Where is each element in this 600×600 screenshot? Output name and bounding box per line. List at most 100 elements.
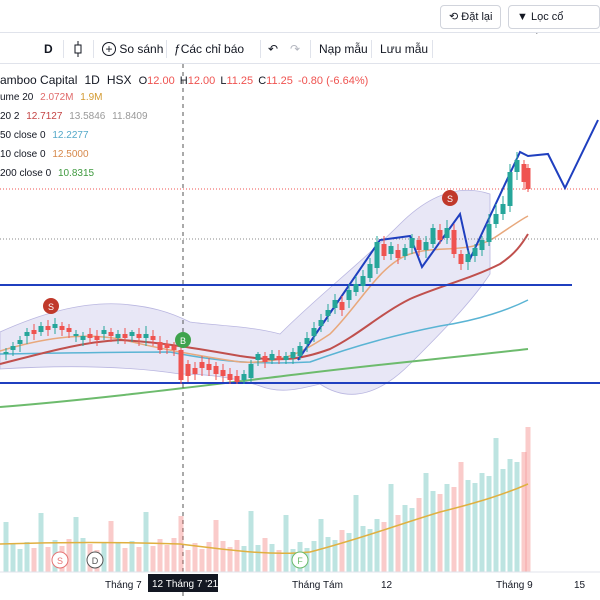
- volume-bar: [353, 495, 359, 572]
- candle-body: [185, 364, 191, 376]
- volume-bar: [45, 547, 51, 572]
- load-template-button[interactable]: Nạp mẫu: [319, 42, 368, 56]
- financials-marker[interactable]: F: [291, 551, 309, 569]
- volume-bar: [73, 517, 79, 572]
- candle-body: [486, 224, 492, 242]
- candle-body: [367, 264, 373, 278]
- candle-body: [514, 160, 520, 172]
- redo-button[interactable]: ↷: [290, 34, 300, 64]
- volume-bar: [465, 480, 471, 572]
- divider: [93, 40, 94, 58]
- candle-body: [262, 356, 268, 362]
- save-template-button[interactable]: Lưu mẫu: [380, 42, 429, 56]
- volume-bar: [31, 548, 37, 572]
- candle-body: [353, 284, 359, 292]
- compare-button[interactable]: + So sánh: [102, 34, 163, 64]
- ma20-line: [0, 233, 529, 365]
- candle-body: [451, 230, 457, 254]
- candle-body: [479, 240, 485, 250]
- volume-bar: [213, 520, 219, 572]
- ohlc-open: O12.00: [138, 75, 175, 87]
- sell-marker[interactable]: S: [43, 298, 59, 314]
- candle-body: [325, 310, 331, 316]
- candle-body: [164, 344, 170, 348]
- candle-body: [381, 244, 387, 256]
- price-chart[interactable]: S B S S D F Tháng 7 Tháng Tám 12 Tháng 9…: [0, 64, 600, 600]
- volume-bar: [227, 547, 233, 572]
- volume-bar: [402, 505, 408, 572]
- event-marker-s[interactable]: S: [51, 551, 69, 569]
- ohlc-close: C11.25: [258, 75, 293, 87]
- volume-bar: [374, 519, 380, 572]
- svg-text:F: F: [297, 556, 303, 566]
- candle-body: [157, 342, 163, 350]
- x-label-august: Tháng Tám: [292, 580, 343, 591]
- indicators-button[interactable]: ƒCác chỉ báo: [174, 34, 244, 64]
- dividend-marker[interactable]: D: [86, 551, 104, 569]
- candle-body: [87, 334, 93, 338]
- volume-bar: [192, 543, 198, 572]
- bollinger-band: [0, 189, 491, 395]
- chart-toolbar: D + So sánh ƒCác chỉ báo ↶ ↷ Nạp mẫu Lưu…: [0, 34, 600, 64]
- ohlc-high: H12.00: [179, 75, 216, 87]
- candle-body: [17, 340, 23, 344]
- candle-body: [402, 248, 408, 256]
- reset-button[interactable]: ⟲ Đặt lại: [440, 5, 502, 29]
- volume-bar: [255, 545, 261, 572]
- candle-style-icon[interactable]: [72, 34, 84, 64]
- svg-text:S: S: [57, 556, 63, 566]
- divider: [166, 40, 167, 58]
- interval-button[interactable]: D: [44, 42, 53, 56]
- indicator-row-ma200: 200 close 0 10.8315: [0, 168, 95, 179]
- volume-bar: [318, 519, 324, 572]
- candle-body: [129, 332, 135, 336]
- candle-body: [150, 336, 156, 340]
- indicator-row-ma10: 10 close 0 12.5000: [0, 149, 89, 160]
- x-label-15: 15: [574, 580, 586, 591]
- candle-body: [220, 370, 226, 376]
- volume-bar: [339, 530, 345, 572]
- volume-bar: [269, 544, 275, 572]
- volume-bar: [241, 546, 247, 572]
- candle-body: [388, 246, 394, 254]
- candle-body: [332, 300, 338, 308]
- symbol-interval: 1D: [84, 73, 100, 87]
- candle-body: [493, 214, 499, 224]
- candle-body: [444, 228, 450, 238]
- candle-body: [192, 368, 198, 374]
- candle-body: [283, 356, 289, 360]
- candle-body: [269, 354, 275, 360]
- volume-bar: [108, 521, 114, 572]
- candle-body: [423, 242, 429, 250]
- volume-bar: [283, 515, 289, 572]
- volume-bar: [276, 550, 282, 572]
- candle-body: [437, 230, 443, 240]
- undo-button[interactable]: ↶: [268, 34, 278, 64]
- volume-bar: [500, 469, 506, 572]
- candle-body: [297, 346, 303, 356]
- volume-bar: [451, 487, 457, 572]
- candle-body: [10, 346, 16, 350]
- candle-body: [31, 330, 37, 334]
- candle-body: [136, 334, 142, 338]
- volume-bar: [262, 538, 268, 572]
- svg-text:S: S: [48, 302, 54, 312]
- candle-body: [45, 326, 51, 330]
- volume-bar: [525, 427, 531, 572]
- undo-icon: ↶: [268, 42, 279, 56]
- candle-body: [500, 204, 506, 214]
- crosshair-label-box: [148, 574, 218, 592]
- volume-bar: [115, 542, 121, 572]
- buy-marker[interactable]: B: [175, 332, 191, 348]
- sell-marker-2[interactable]: S: [442, 190, 458, 206]
- candle-body: [234, 376, 240, 382]
- stock-filter-button[interactable]: ▼ Lọc cổ phiếu: [508, 5, 600, 45]
- ma200-line: [0, 348, 529, 408]
- volume-bar: [185, 550, 191, 572]
- volume-bar: [521, 452, 527, 572]
- reset-icon: ⟲: [449, 11, 462, 23]
- volume-bar: [367, 529, 373, 572]
- volume-bar: [24, 542, 30, 572]
- ma50-line: [0, 299, 529, 364]
- candle-body: [318, 320, 324, 326]
